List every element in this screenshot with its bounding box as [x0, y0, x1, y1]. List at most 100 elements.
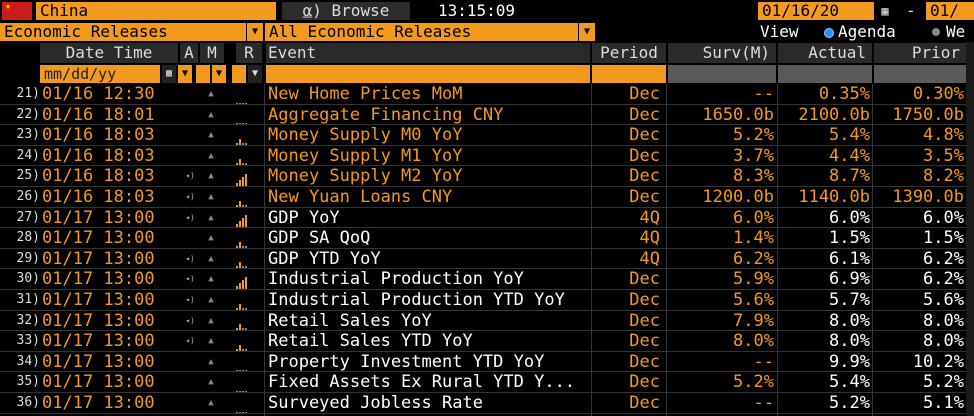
row-number[interactable]: 28) [16, 230, 40, 246]
view-agenda-option[interactable]: Agenda [838, 22, 896, 41]
chevron-down-icon[interactable]: ▼ [246, 23, 263, 41]
bell-icon[interactable]: ▲ [208, 89, 214, 99]
table-row[interactable]: 36) 01/17 13:00 ▲ Surveyed Jobless Rate Dec -… [0, 393, 974, 414]
r-filter-input[interactable] [232, 65, 246, 83]
table-row[interactable]: 22) 01/16 18:01 ▲ Aggregate Financing CNY De… [0, 105, 974, 126]
table-row[interactable]: 28) 01/17 13:00 ▲ GDP SA QoQ 4Q 1.4% 1.5% 1.5% [0, 228, 974, 249]
table-row[interactable]: 33) 01/17 13:00 ◂) ▲ Retail Sales YTD YoY Dec… [0, 331, 974, 352]
scrollbar[interactable] [966, 42, 974, 416]
chevron-down-icon[interactable]: ▼ [578, 23, 595, 41]
alarm-icon[interactable] [182, 393, 198, 414]
period-filter-input[interactable] [592, 65, 666, 83]
row-event[interactable]: GDP YoY [268, 207, 340, 228]
row-event[interactable]: GDP SA QoQ [268, 228, 371, 249]
row-number[interactable]: 31) [16, 292, 40, 307]
alarm-icon[interactable] [182, 228, 198, 249]
row-number[interactable]: 36) [16, 395, 40, 410]
row-number[interactable]: 34) [16, 353, 40, 369]
bell-icon[interactable]: ▲ [208, 130, 214, 141]
chevron-down-icon[interactable]: ▼ [248, 65, 262, 83]
view-week-option[interactable]: We [946, 22, 966, 41]
row-number[interactable]: 30) [16, 271, 40, 287]
row-event[interactable]: New Home Prices MoM [268, 84, 463, 104]
bell-icon[interactable]: ▲ [208, 315, 214, 326]
row-event[interactable]: Property Investment YTD YoY [268, 351, 545, 372]
alarm-icon[interactable]: ◂) [185, 212, 195, 222]
chevron-down-icon[interactable]: ▼ [212, 65, 226, 83]
bell-icon[interactable]: ▲ [208, 109, 214, 120]
bell-icon[interactable]: ▲ [208, 212, 214, 223]
alarm-icon[interactable] [182, 105, 198, 126]
bell-icon[interactable]: ▲ [208, 253, 214, 264]
row-number[interactable]: 35) [16, 374, 40, 390]
header-surv[interactable]: Surv(M) [668, 43, 776, 63]
event-filter-input[interactable] [266, 65, 590, 83]
header-prior[interactable]: Prior [874, 43, 966, 63]
header-datetime[interactable]: Date Time [40, 43, 178, 63]
table-row[interactable]: 25) 01/16 18:03 ◂) ▲ Money Supply M2 YoY Dec 8… [0, 166, 974, 187]
row-number[interactable]: 22) [16, 106, 40, 122]
row-event[interactable]: Aggregate Financing CNY [268, 104, 504, 125]
end-date-field[interactable]: 01/ [926, 2, 974, 20]
row-event[interactable]: Retail Sales YoY [268, 310, 432, 331]
start-date-field[interactable]: 01/16/20 [758, 2, 874, 20]
table-row[interactable]: 32) 01/17 13:00 ◂) ▲ Retail Sales YoY Dec 7.9%… [0, 311, 974, 332]
row-event[interactable]: GDP YTD YoY [268, 248, 381, 269]
row-event[interactable]: Retail Sales YTD YoY [268, 331, 473, 352]
table-row[interactable]: 30) 01/17 13:00 ◂) ▲ Industrial Production Y… [0, 269, 974, 290]
header-actual[interactable]: Actual [778, 43, 872, 63]
row-number[interactable]: 24) [16, 147, 40, 163]
alarm-icon[interactable]: ◂) [185, 295, 195, 304]
table-row[interactable]: 34) 01/17 13:00 ▲ Property Investment YTD Y… [0, 352, 974, 373]
row-number[interactable]: 32) [16, 312, 40, 328]
alarm-icon[interactable] [182, 84, 198, 105]
category-select[interactable]: Economic Releases [0, 23, 246, 41]
bell-icon[interactable]: ▲ [208, 336, 214, 347]
bell-icon[interactable]: ▲ [208, 356, 214, 367]
table-row[interactable]: 26) 01/16 18:03 ◂) ▲ New Yuan Loans CNY Dec 12… [0, 187, 974, 208]
row-event[interactable]: Fixed Assets Ex Rural YTD Y... [268, 372, 576, 393]
header-period[interactable]: Period [592, 43, 666, 63]
subcategory-select[interactable]: All Economic Releases [265, 23, 578, 41]
chevron-down-icon[interactable]: ▼ [178, 65, 192, 83]
row-event[interactable]: Surveyed Jobless Rate [268, 393, 483, 413]
row-number[interactable]: 26) [16, 189, 40, 204]
header-event[interactable]: Event [266, 43, 590, 63]
header-m[interactable]: M [200, 43, 224, 63]
alarm-icon[interactable]: ◂) [185, 336, 195, 346]
row-number[interactable]: 29) [16, 250, 40, 266]
alarm-icon[interactable]: ◂) [185, 315, 195, 325]
row-event[interactable]: Money Supply M2 YoY [268, 166, 463, 187]
alarm-icon[interactable] [182, 146, 198, 167]
bell-icon[interactable]: ▲ [208, 171, 214, 182]
week-radio-icon[interactable] [932, 28, 940, 36]
alarm-icon[interactable]: ◂) [185, 192, 195, 201]
table-row[interactable]: 31) 01/17 13:00 ◂) ▲ Industrial Production Y… [0, 290, 974, 311]
agenda-radio-icon[interactable] [824, 28, 834, 38]
table-row[interactable]: 21) 01/16 12:30 ▲ New Home Prices MoM Dec -- 0… [0, 84, 974, 105]
browse-button[interactable]: ⍶) Browse [282, 2, 410, 20]
row-event[interactable]: Industrial Production YoY [268, 269, 524, 290]
alarm-icon[interactable] [182, 125, 198, 146]
row-event[interactable]: Money Supply M1 YoY [268, 145, 463, 166]
bell-icon[interactable]: ▲ [208, 398, 214, 408]
row-event[interactable]: New Yuan Loans CNY [268, 187, 453, 207]
row-number[interactable]: 21) [16, 86, 40, 101]
row-event[interactable]: Industrial Production YTD YoY [268, 290, 565, 310]
bell-icon[interactable]: ▲ [208, 192, 214, 202]
header-a[interactable]: A [180, 43, 198, 63]
row-event[interactable]: Money Supply M0 YoY [268, 125, 463, 146]
bell-icon[interactable]: ▲ [208, 274, 214, 285]
alarm-icon[interactable] [182, 352, 198, 373]
bell-icon[interactable]: ▲ [208, 233, 214, 244]
table-row[interactable]: 23) 01/16 18:03 ▲ Money Supply M0 YoY Dec 5.2… [0, 125, 974, 146]
bell-icon[interactable]: ▲ [208, 377, 214, 388]
header-r[interactable]: R [236, 43, 262, 63]
calendar-icon[interactable]: ▦ [881, 4, 889, 18]
country-field[interactable]: China [36, 2, 276, 20]
calendar-icon[interactable]: ▦ [162, 65, 176, 83]
alarm-icon[interactable]: ◂) [185, 274, 195, 284]
row-number[interactable]: 27) [16, 209, 40, 225]
table-row[interactable]: 27) 01/17 13:00 ◂) ▲ GDP YoY 4Q 6.0% 6.0% 6.0% [0, 208, 974, 229]
row-number[interactable]: 23) [16, 127, 40, 143]
